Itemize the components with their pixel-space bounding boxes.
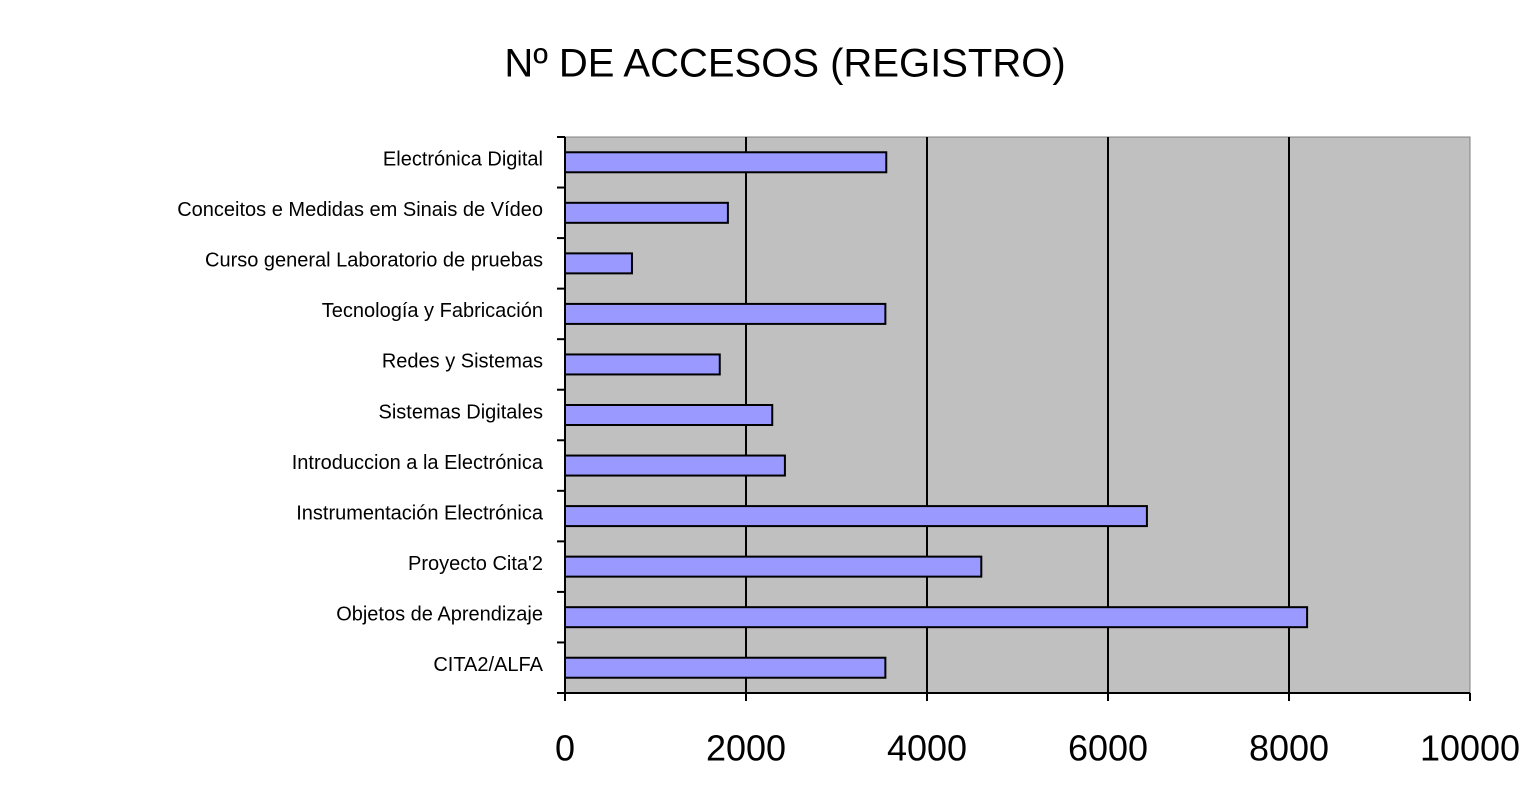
y-tick-label: Introduccion a la Electrónica (292, 452, 544, 474)
y-tick-label: CITA2/ALFA (433, 654, 543, 676)
y-tick-label: Curso general Laboratorio de pruebas (205, 250, 543, 272)
bar (564, 201, 729, 224)
x-tick-label: 2000 (706, 728, 786, 769)
y-tick-label: Instrumentación Electrónica (296, 502, 544, 524)
bar (564, 353, 721, 376)
y-tick-label: Electrónica Digital (383, 149, 543, 171)
y-tick-label: Redes y Sistemas (382, 351, 543, 373)
bar (564, 454, 786, 477)
bar (564, 151, 888, 174)
x-tick-label: 10000 (1420, 728, 1520, 769)
bar (564, 302, 887, 325)
chart-title: Nº DE ACCESOS (REGISTRO) (504, 42, 1065, 86)
x-tick-label: 8000 (1249, 728, 1329, 769)
x-tick-label: 0 (555, 728, 575, 769)
x-tick-label: 4000 (887, 728, 967, 769)
y-tick-label: Sistemas Digitales (378, 401, 543, 423)
bar (564, 252, 633, 275)
bar (564, 404, 774, 426)
bar (564, 606, 1309, 629)
bar (564, 555, 983, 578)
bar (564, 505, 1148, 528)
y-tick-label: Objetos de Aprendizaje (336, 603, 543, 625)
y-tick-label: Proyecto Cita'2 (408, 553, 543, 575)
x-tick-label: 6000 (1068, 728, 1148, 769)
y-tick-label: Tecnología y Fabricación (322, 300, 543, 322)
y-tick-label: Conceitos e Medidas em Sinais de Vídeo (177, 199, 543, 221)
bar (564, 656, 887, 679)
